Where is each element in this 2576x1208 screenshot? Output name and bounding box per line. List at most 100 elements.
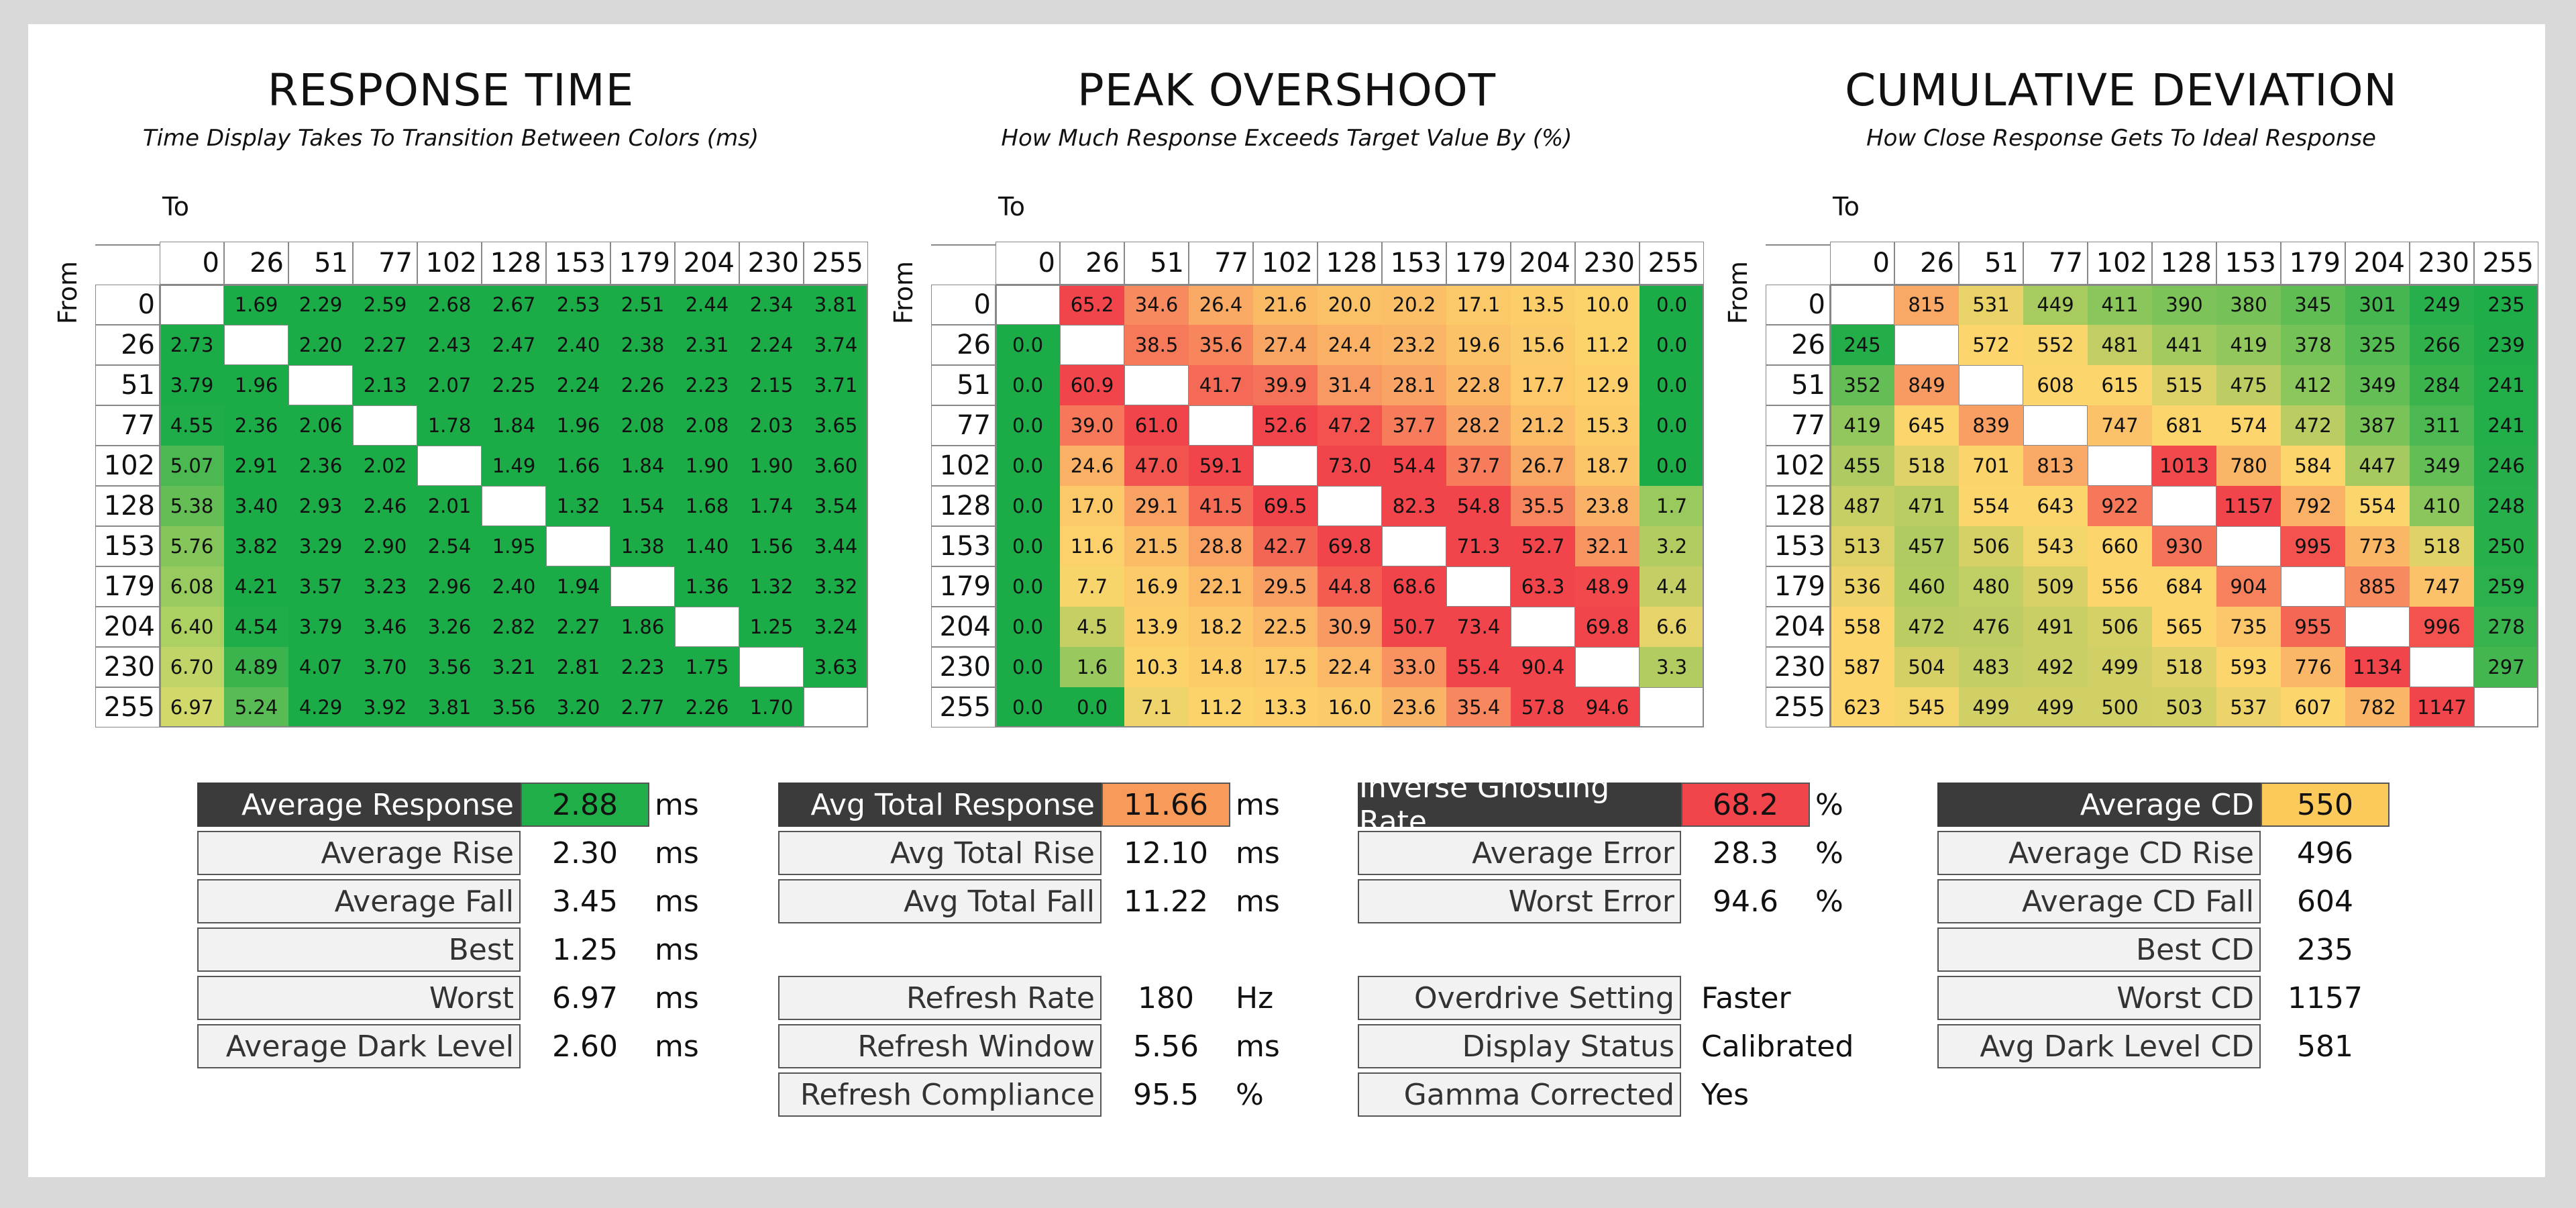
column-header: 179 <box>2281 242 2345 285</box>
heatmap-cell: 457 <box>1894 526 1959 566</box>
stat-label: Worst Error <box>1358 879 1681 923</box>
heatmap-cell: 11.2 <box>1575 325 1640 365</box>
heatmap-cell: 3.21 <box>482 647 546 687</box>
heatmap-cell: 3.26 <box>417 607 482 647</box>
heatmap-cell: 23.2 <box>1382 325 1446 365</box>
stat-label: Best CD <box>1937 927 2261 972</box>
heatmap-cell: 54.8 <box>1446 486 1511 526</box>
heatmap-cell: 587 <box>1830 647 1894 687</box>
heatmap-cell: 419 <box>2216 325 2281 365</box>
heatmap-cell: 0.0 <box>996 607 1060 647</box>
chart-subtitle: Time Display Takes To Transition Between… <box>142 125 759 152</box>
heatmap-cell: 531 <box>1959 285 2023 325</box>
stat-label: Best <box>197 927 521 972</box>
heatmap-cell: 552 <box>2023 325 2088 365</box>
heatmap-cell: 42.7 <box>1253 526 1318 566</box>
heatmap-cell: 839 <box>1959 405 2023 446</box>
heatmap-cell: 1.32 <box>546 486 610 526</box>
x-axis-label: To <box>1833 192 1860 221</box>
heatmap-cell: 1.96 <box>546 405 610 446</box>
heatmap-cell: 0.0 <box>996 365 1060 405</box>
chart-title: PEAK OVERSHOOT <box>1077 64 1497 116</box>
heatmap-cell: 1.94 <box>546 566 610 607</box>
heatmap-cell: 480 <box>1959 566 2023 607</box>
heatmap-cell: 6.40 <box>160 607 224 647</box>
stat-row: Refresh Compliance 95.5% <box>778 1072 1288 1119</box>
diagonal-cell <box>739 647 804 687</box>
stat-unit: ms <box>1236 1029 1280 1064</box>
heatmap-cell: 2.96 <box>417 566 482 607</box>
heatmap-cell: 41.5 <box>1189 486 1253 526</box>
heatmap-cell: 3.56 <box>417 647 482 687</box>
row-header: 77 <box>95 405 160 446</box>
heatmap-cell: 849 <box>1894 365 1959 405</box>
diagonal-cell <box>1060 325 1124 365</box>
heatmap-cell: 3.81 <box>417 687 482 727</box>
heatmap-cell: 5.38 <box>160 486 224 526</box>
heatmap-cell: 1.25 <box>739 607 804 647</box>
heatmap-cell: 26.7 <box>1511 446 1575 486</box>
heatmap-cell: 4.29 <box>288 687 353 727</box>
heatmap-cell: 55.4 <box>1446 647 1511 687</box>
heatmap-cell: 65.2 <box>1060 285 1124 325</box>
heatmap-cell: 536 <box>1830 566 1894 607</box>
heatmap-cell: 543 <box>2023 526 2088 566</box>
diagonal-cell <box>1640 687 1704 727</box>
stat-label: Average Fall <box>197 879 521 923</box>
column-header: 204 <box>675 242 739 285</box>
stat-label: Refresh Compliance <box>778 1072 1102 1117</box>
heatmap-cell: 345 <box>2281 285 2345 325</box>
heatmap-cell: 4.89 <box>224 647 288 687</box>
heatmap-cell: 572 <box>1959 325 2023 365</box>
heatmap-cell: 26.4 <box>1189 285 1253 325</box>
heatmap-cell: 885 <box>2345 566 2410 607</box>
heatmap-cell: 38.5 <box>1124 325 1189 365</box>
diagonal-cell <box>1894 325 1959 365</box>
heatmap-cell: 82.3 <box>1382 486 1446 526</box>
heatmap-cell: 684 <box>2152 566 2216 607</box>
heatmap-cell: 24.4 <box>1318 325 1382 365</box>
heatmap-cell: 14.8 <box>1189 647 1253 687</box>
heatmap-cell: 18.7 <box>1575 446 1640 486</box>
heatmap-cell: 10.0 <box>1575 285 1640 325</box>
heatmap-cell: 349 <box>2410 446 2474 486</box>
chart-canvas: RESPONSE TIME Time Display Takes To Tran… <box>28 24 2545 1177</box>
row-header: 204 <box>931 607 996 647</box>
row-header: 128 <box>1766 486 1830 526</box>
heatmap-cell: 0.0 <box>996 446 1060 486</box>
stat-label: Worst CD <box>1937 976 2261 1020</box>
heatmap-cell: 13.5 <box>1511 285 1575 325</box>
heatmap-cell: 930 <box>2152 526 2216 566</box>
heatmap-cell: 0.0 <box>1640 405 1704 446</box>
diagonal-cell <box>1124 365 1189 405</box>
column-header: 51 <box>288 242 353 285</box>
stat-row: Average Rise 2.30 ms <box>197 831 707 878</box>
heatmap-cell: 28.8 <box>1189 526 1253 566</box>
heatmap-cell: 63.3 <box>1511 566 1575 607</box>
column-header: 230 <box>1575 242 1640 285</box>
heatmap-cell: 1.38 <box>610 526 675 566</box>
stat-value: 68.2 <box>1681 783 1810 827</box>
heatmap-cell: 2.31 <box>675 325 739 365</box>
heatmap-cell: 487 <box>1830 486 1894 526</box>
stat-unit: ms <box>1236 787 1280 822</box>
heatmap-cell: 537 <box>2216 687 2281 727</box>
heatmap-cell: 2.44 <box>675 285 739 325</box>
row-header: 102 <box>931 446 996 486</box>
y-axis-label: From <box>889 260 919 325</box>
column-header: 77 <box>353 242 417 285</box>
heatmap-cell: 378 <box>2281 325 2345 365</box>
heatmap-cell: 34.6 <box>1124 285 1189 325</box>
heatmap-cell: 0.0 <box>1640 285 1704 325</box>
heatmap-cell: 813 <box>2023 446 2088 486</box>
heatmap-cell: 643 <box>2023 486 2088 526</box>
heatmap-cell: 747 <box>2410 566 2474 607</box>
heatmap-cell: 1.95 <box>482 526 546 566</box>
diagonal-cell <box>2410 647 2474 687</box>
stat-value: 28.3 <box>1713 836 1778 870</box>
column-header: 51 <box>1959 242 2023 285</box>
heatmap-cell: 3.71 <box>804 365 868 405</box>
heatmap-cell: 1.7 <box>1640 486 1704 526</box>
heatmap-cell: 11.2 <box>1189 687 1253 727</box>
heatmap-cell: 503 <box>2152 687 2216 727</box>
